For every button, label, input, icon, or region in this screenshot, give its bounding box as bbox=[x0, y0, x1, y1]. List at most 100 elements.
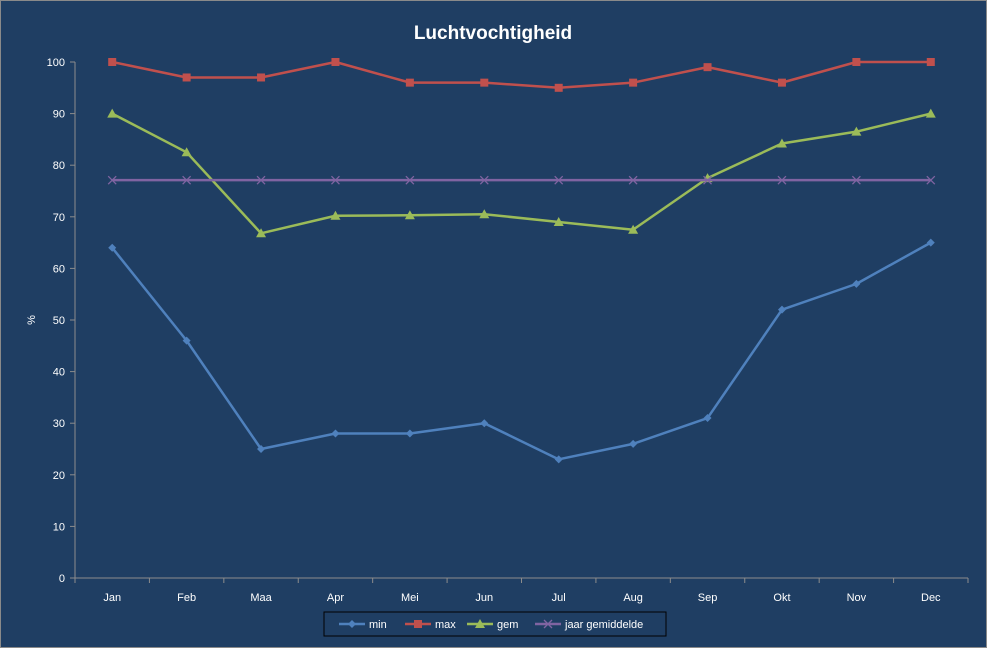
legend-item-min: min bbox=[339, 619, 387, 631]
y-tick-label: 10 bbox=[53, 521, 65, 533]
data-point-min bbox=[182, 336, 191, 345]
y-tick-label: 90 bbox=[53, 109, 65, 121]
x-tick-labels: Jan Feb Maa Apr Mei Jun Jul Aug Sep Okt Nov Dec bbox=[103, 592, 941, 604]
data-point-max bbox=[777, 78, 786, 87]
legend-label: min bbox=[369, 619, 387, 631]
x-tick-label: Nov bbox=[847, 592, 867, 604]
legend-label: gem bbox=[497, 619, 518, 631]
data-point-jaar-gemiddelde bbox=[554, 175, 564, 185]
x-tick-label: Jan bbox=[103, 592, 121, 604]
x-tick-label: Apr bbox=[327, 592, 344, 604]
data-point-gem bbox=[330, 210, 341, 220]
data-point-min bbox=[926, 238, 935, 247]
y-axis-label: % bbox=[26, 315, 38, 325]
data-point-max bbox=[629, 78, 638, 87]
data-point-min bbox=[331, 429, 340, 438]
data-point-jaar-gemiddelde-stroke-b bbox=[777, 175, 787, 185]
legend-swatch-marker bbox=[543, 619, 553, 629]
y-tick-label: 60 bbox=[53, 263, 65, 275]
axes bbox=[70, 61, 969, 583]
legend-box bbox=[323, 611, 667, 637]
data-point-gem bbox=[553, 216, 564, 226]
data-point-gem bbox=[256, 228, 267, 238]
data-point-max bbox=[926, 58, 935, 66]
y-tick-label: 20 bbox=[53, 470, 65, 482]
data-point-jaar-gemiddelde bbox=[703, 175, 713, 185]
y-tick-label: 100 bbox=[47, 57, 65, 69]
data-point-jaar-gemiddelde-stroke-b bbox=[405, 175, 415, 185]
data-point-gem bbox=[925, 108, 936, 118]
x-tick-label: Aug bbox=[623, 592, 643, 604]
data-point-max bbox=[554, 83, 563, 92]
legend-swatch-marker bbox=[348, 620, 356, 628]
data-point-jaar-gemiddelde-stroke-b bbox=[182, 175, 192, 185]
data-point-jaar-gemiddelde-stroke-b bbox=[628, 175, 638, 185]
data-point-min bbox=[480, 419, 489, 428]
series-line-max bbox=[111, 60, 931, 90]
chart-title: Luchtvochtigheid bbox=[414, 23, 572, 44]
data-point-min bbox=[257, 445, 266, 453]
x-tick-label: Mei bbox=[401, 592, 419, 604]
x-tick-label: Jun bbox=[475, 592, 493, 604]
y-tick-label: 50 bbox=[53, 315, 65, 327]
series-line-gem bbox=[111, 112, 932, 235]
legend-item-jaar-gemiddelde: jaar gemiddelde bbox=[535, 619, 643, 631]
y-tick-label: 40 bbox=[53, 367, 65, 379]
x-tick-label: Okt bbox=[773, 592, 790, 604]
data-point-jaar-gemiddelde-stroke-b bbox=[107, 175, 117, 185]
data-point-min bbox=[777, 305, 786, 314]
data-point-jaar-gemiddelde-stroke-b bbox=[479, 175, 489, 185]
y-tick-label: 70 bbox=[53, 212, 65, 224]
data-point-max bbox=[182, 73, 191, 82]
data-point-gem bbox=[404, 210, 415, 220]
data-point-jaar-gemiddelde bbox=[107, 175, 117, 185]
data-point-jaar-gemiddelde bbox=[405, 175, 415, 185]
series-line-min bbox=[111, 241, 932, 461]
data-point-min bbox=[629, 439, 638, 448]
y-tick-labels: 0 10 20 30 40 50 60 70 80 90 100 bbox=[47, 57, 65, 585]
data-point-max bbox=[405, 78, 414, 87]
x-tick-label: Jul bbox=[552, 592, 566, 604]
data-point-max bbox=[852, 58, 861, 66]
data-point-gem bbox=[107, 108, 118, 118]
legend-label: jaar gemiddelde bbox=[564, 619, 643, 631]
data-point-jaar-gemiddelde bbox=[777, 175, 787, 185]
data-point-jaar-gemiddelde bbox=[628, 175, 638, 185]
data-point-min bbox=[852, 279, 861, 288]
data-point-jaar-gemiddelde-stroke-b bbox=[926, 175, 936, 185]
series-group bbox=[107, 58, 936, 464]
data-point-min bbox=[108, 243, 117, 252]
data-point-gem bbox=[851, 126, 862, 136]
data-point-gem bbox=[479, 209, 490, 219]
legend-swatch-marker-stroke-b bbox=[543, 619, 553, 629]
data-point-gem bbox=[181, 147, 192, 157]
data-point-jaar-gemiddelde-stroke-b bbox=[703, 175, 713, 185]
data-point-jaar-gemiddelde bbox=[330, 175, 340, 185]
data-point-jaar-gemiddelde-stroke-b bbox=[554, 175, 564, 185]
data-point-max bbox=[257, 73, 266, 82]
legend-item-max: max bbox=[405, 619, 456, 631]
legend-label: max bbox=[435, 619, 456, 631]
data-point-jaar-gemiddelde-stroke-b bbox=[851, 175, 861, 185]
legend: min max gem jaar gemiddelde bbox=[323, 611, 667, 637]
data-point-min bbox=[405, 429, 414, 438]
data-point-gem bbox=[628, 224, 639, 234]
x-tick-label: Dec bbox=[921, 592, 941, 604]
data-point-jaar-gemiddelde bbox=[256, 175, 266, 185]
x-tick-label: Sep bbox=[698, 592, 718, 604]
data-point-max bbox=[108, 58, 117, 66]
legend-item-gem: gem bbox=[467, 619, 518, 631]
y-tick-label: 80 bbox=[53, 160, 65, 172]
data-point-jaar-gemiddelde bbox=[926, 175, 936, 185]
y-tick-label: 0 bbox=[59, 573, 65, 585]
x-tick-label: Feb bbox=[177, 592, 196, 604]
y-tick-label: 30 bbox=[53, 418, 65, 430]
legend-swatch-marker bbox=[475, 619, 485, 628]
data-point-jaar-gemiddelde bbox=[182, 175, 192, 185]
data-point-max bbox=[480, 78, 489, 87]
data-point-max bbox=[703, 63, 712, 72]
data-point-jaar-gemiddelde bbox=[851, 175, 861, 185]
data-point-jaar-gemiddelde-stroke-b bbox=[330, 175, 340, 185]
